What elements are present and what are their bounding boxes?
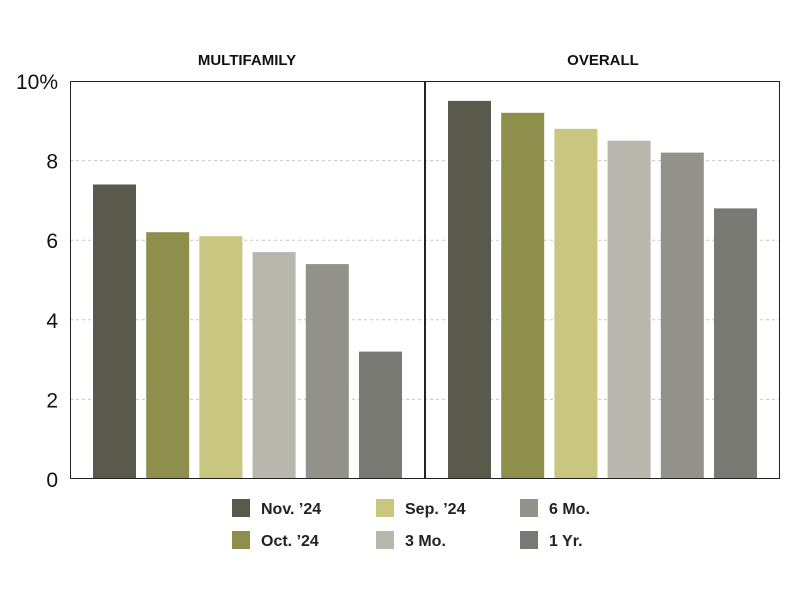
legend: Nov. ’24 Oct. ’24 Sep. ’24 3 Mo. 6 Mo. 1… [232, 499, 590, 550]
panel-frame-multifamily [70, 81, 425, 479]
bar-multifamily-4 [305, 264, 349, 479]
legend-label-6-mo: 6 Mo. [549, 501, 590, 518]
y-tick-label: 10% [16, 71, 58, 94]
y-tick-label: 0 [46, 469, 58, 492]
bar-multifamily-5 [359, 351, 402, 479]
legend-label-oct-24: Oct. ’24 [261, 533, 319, 550]
legend-label-3-mo: 3 Mo. [405, 533, 446, 550]
legend-label-sep-24: Sep. ’24 [405, 501, 466, 518]
y-tick-label: 8 [46, 151, 58, 174]
y-tick-label: 2 [46, 389, 58, 412]
bar-multifamily-0 [93, 184, 136, 479]
legend-swatch-oct-24 [232, 531, 250, 549]
y-tick-label: 4 [46, 310, 58, 333]
legend-label-nov-24: Nov. ’24 [261, 501, 321, 518]
bar-overall-3 [607, 140, 651, 479]
legend-label-1-yr: 1 Yr. [549, 533, 583, 550]
legend-swatch-3-mo [376, 531, 394, 549]
bar-overall-4 [660, 152, 704, 479]
y-axis-ticks: 0 2 4 6 8 10% [16, 71, 58, 492]
bar-multifamily-1 [146, 232, 190, 479]
legend-swatch-sep-24 [376, 499, 394, 517]
bar-overall-0 [448, 100, 491, 480]
panel-title-multifamily: MULTIFAMILY [198, 52, 296, 69]
bar-multifamily-2 [199, 236, 243, 479]
panel-frames [70, 81, 780, 479]
bar-overall-1 [501, 112, 545, 480]
legend-swatch-1-yr [520, 531, 538, 549]
bars [93, 100, 757, 480]
legend-swatch-nov-24 [232, 499, 250, 517]
panel-title-overall: OVERALL [567, 52, 639, 69]
bar-multifamily-3 [252, 252, 296, 479]
bar-overall-5 [714, 208, 757, 479]
legend-swatch-6-mo [520, 499, 538, 517]
panel-frame-overall [425, 81, 780, 479]
bar-overall-2 [554, 128, 598, 480]
y-tick-label: 6 [46, 230, 58, 253]
